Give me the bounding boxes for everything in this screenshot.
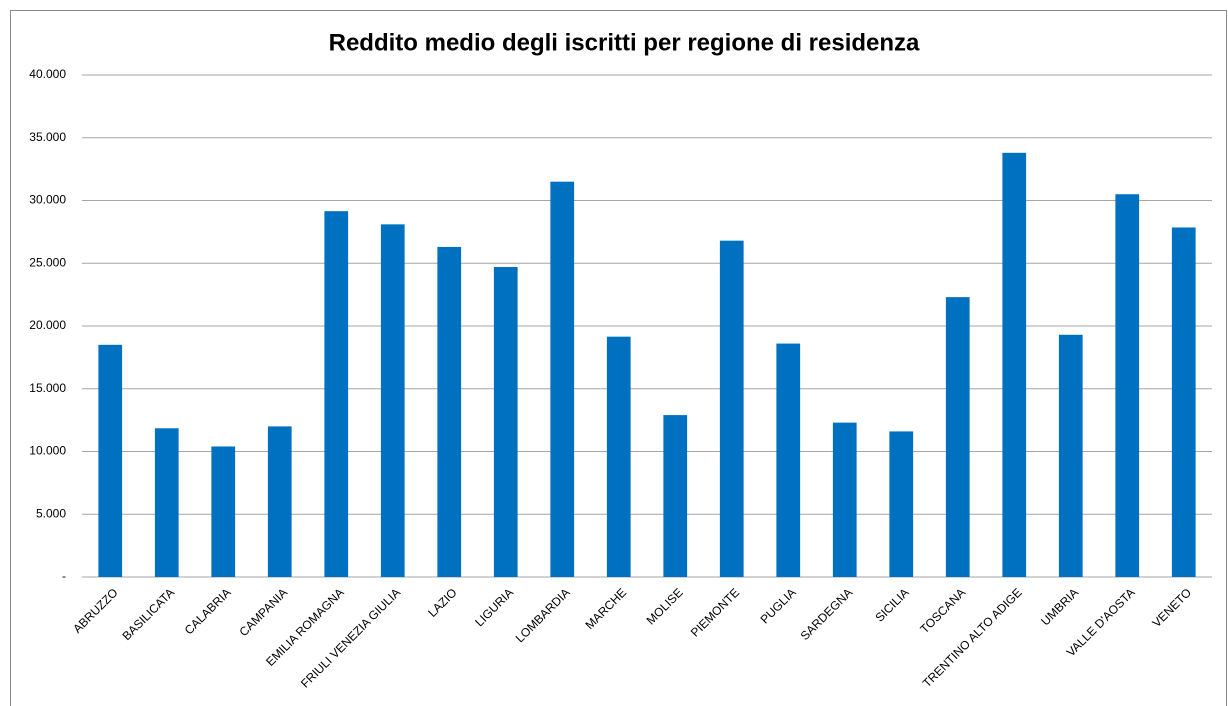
y-tick-label: 10.000 (29, 444, 66, 458)
y-tick-label: 15.000 (29, 381, 66, 395)
bar (832, 422, 857, 577)
bar (1002, 152, 1027, 577)
bar (606, 336, 631, 577)
bar (493, 267, 518, 577)
y-tick-label: 40.000 (29, 67, 66, 81)
y-tick-label: 35.000 (29, 130, 66, 144)
y-tick-label: 25.000 (29, 255, 66, 269)
bar (550, 181, 575, 578)
bar (324, 211, 349, 578)
bar (1058, 334, 1083, 577)
bar (889, 431, 914, 577)
y-tick-label: 30.000 (29, 193, 66, 207)
bar (1115, 194, 1140, 577)
bar (380, 224, 405, 577)
bar (437, 246, 462, 577)
bar (211, 446, 236, 577)
chart-title: Reddito medio degli iscritti per regione… (329, 29, 920, 56)
bar (719, 240, 744, 577)
y-tick-label: - (62, 569, 66, 583)
bar (98, 344, 123, 577)
bar (154, 428, 179, 577)
y-tick-label: 20.000 (29, 318, 66, 332)
y-tick-label: 5.000 (36, 506, 66, 520)
bar (945, 297, 970, 577)
bar (776, 343, 801, 577)
bar (1171, 227, 1196, 578)
bar (663, 415, 688, 577)
bar (267, 426, 292, 577)
